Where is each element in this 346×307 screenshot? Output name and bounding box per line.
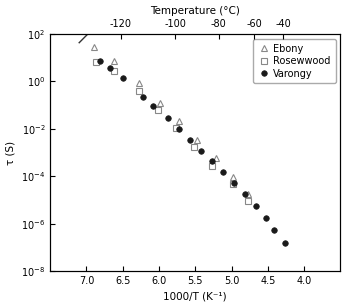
Varongy [177, 127, 181, 131]
Varongy [98, 60, 102, 63]
Line: Rosewwood: Rosewwood [93, 59, 251, 204]
Varongy [108, 67, 112, 70]
Line: Varongy: Varongy [97, 59, 287, 246]
Rosewwood [210, 164, 214, 167]
Varongy [221, 170, 225, 174]
Ebony [92, 45, 96, 49]
Varongy [121, 76, 125, 80]
Ebony [137, 81, 141, 85]
X-axis label: 1000/T (K⁻¹): 1000/T (K⁻¹) [164, 291, 227, 301]
Ebony [177, 119, 181, 122]
Ebony [245, 192, 249, 196]
X-axis label: Temperature (°C): Temperature (°C) [151, 6, 240, 16]
Varongy [166, 116, 170, 120]
Ebony [231, 175, 235, 179]
Rosewwood [174, 126, 178, 130]
Ebony [158, 101, 163, 105]
Line: Ebony: Ebony [91, 44, 251, 197]
Ebony [195, 138, 200, 142]
Varongy [282, 241, 286, 245]
Varongy [272, 228, 276, 231]
Rosewwood [112, 69, 116, 73]
Ebony [213, 156, 218, 160]
Legend: Ebony, Rosewwood, Varongy: Ebony, Rosewwood, Varongy [253, 39, 336, 84]
Varongy [243, 192, 247, 196]
Rosewwood [155, 108, 160, 112]
Y-axis label: τ (S): τ (S) [6, 140, 16, 165]
Ebony [112, 59, 116, 63]
Varongy [141, 95, 145, 99]
Varongy [151, 104, 155, 108]
Rosewwood [137, 90, 141, 93]
Varongy [188, 138, 192, 142]
Rosewwood [94, 60, 98, 64]
Rosewwood [245, 199, 249, 203]
Rosewwood [231, 183, 235, 186]
Varongy [232, 181, 236, 185]
Rosewwood [192, 145, 196, 149]
Varongy [199, 149, 203, 153]
Varongy [264, 216, 268, 220]
Varongy [210, 160, 214, 163]
Varongy [254, 204, 258, 208]
